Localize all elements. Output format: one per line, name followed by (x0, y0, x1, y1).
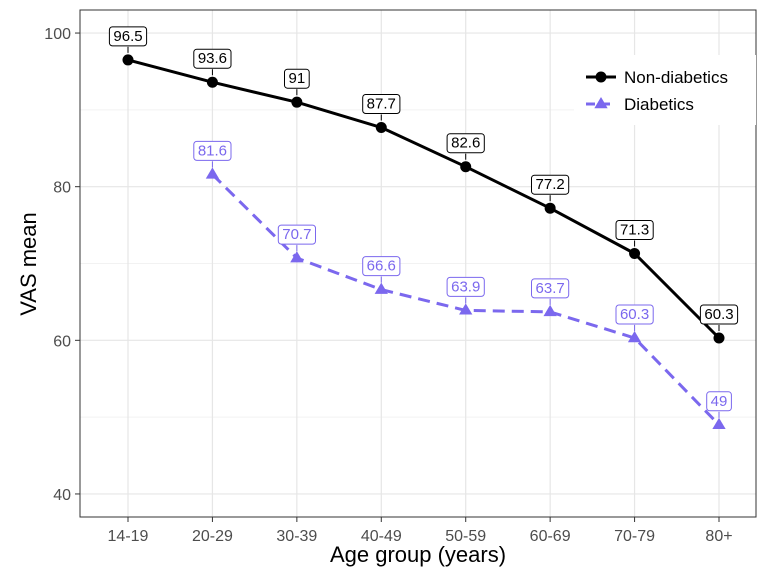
data-label-text: 82.6 (451, 135, 480, 152)
y-tick-label: 40 (53, 487, 71, 504)
data-label-text: 63.7 (536, 280, 565, 297)
x-tick-label: 50-59 (445, 528, 486, 545)
data-label-non-diabetics: 96.5 (108, 26, 148, 53)
marker-non-diabetics (206, 76, 218, 88)
data-label-box (108, 26, 148, 47)
data-label-box (277, 224, 316, 245)
legend-label-non-diabetics: Non-diabetics (624, 68, 728, 87)
data-label-text: 87.7 (367, 96, 396, 113)
marker-diabetics (374, 282, 388, 294)
marker-diabetics (543, 304, 557, 317)
data-label-text: 91 (289, 70, 306, 87)
data-label-text: 63.9 (451, 278, 480, 295)
data-label-box (193, 48, 232, 69)
axes: 40 60 80 100 14-19 20-29 30-39 40-49 50-59 60-69 7… (44, 26, 732, 545)
data-label-non-diabetics: 71.3 (615, 220, 654, 247)
x-tick-label: 70-79 (614, 528, 655, 545)
data-label-box (531, 278, 570, 299)
legend: Non-diabetics Diabetics (574, 55, 756, 125)
data-label-text: 77.2 (536, 176, 565, 193)
marker-diabetics (627, 331, 642, 343)
data-label-diabetics: 63.7 (531, 278, 570, 305)
x-tick-label: 14-19 (108, 528, 149, 545)
data-label-text: 66.6 (367, 258, 396, 275)
data-label-box (446, 276, 485, 297)
legend-marker-diabetics (594, 97, 608, 109)
y-tick-label: 60 (53, 333, 71, 350)
data-label-diabetics: 81.6 (193, 140, 232, 168)
data-label-box (284, 68, 310, 89)
data-label-diabetics: 60.3 (615, 304, 654, 332)
data-label-text: 71.3 (620, 222, 649, 239)
x-tick-label: 30-39 (276, 528, 317, 545)
marker-diabetics (712, 417, 726, 430)
data-label-box (615, 304, 654, 325)
marker-non-diabetics (629, 248, 641, 260)
data-label-text: 60.3 (704, 306, 733, 323)
data-label-box (446, 133, 485, 154)
series-line-non-diabetics (127, 58, 721, 340)
legend-item-diabetics: Diabetics (586, 95, 694, 114)
marker-non-diabetics (460, 161, 472, 173)
data-label-diabetics: 63.9 (446, 276, 485, 304)
data-label-diabetics: 49 (706, 391, 732, 418)
data-label-text: 96.5 (113, 28, 142, 45)
x-tick-label: 40-49 (361, 528, 402, 545)
data-label-non-diabetics: 82.6 (446, 133, 485, 160)
data-label-non-diabetics: 87.7 (362, 94, 401, 121)
data-label-text: 93.6 (198, 50, 227, 67)
data-label-text: 60.3 (620, 306, 649, 323)
data-label-non-diabetics: 60.3 (699, 304, 739, 332)
x-tick-label: 80+ (705, 528, 732, 545)
y-tick-label: 80 (53, 180, 71, 197)
x-tick-label: 20-29 (192, 528, 233, 545)
y-axis-title: VAS mean (16, 212, 41, 316)
data-label-text: 70.7 (282, 226, 311, 243)
data-label-non-diabetics: 91 (284, 68, 310, 96)
marker-diabetics (459, 303, 473, 315)
data-label-box (362, 94, 401, 114)
series-layer (122, 54, 726, 430)
data-label-text: 49 (711, 393, 728, 410)
x-tick-label: 60-69 (530, 528, 571, 545)
x-axis-title: Age group (years) (330, 542, 506, 567)
data-label-box (706, 391, 732, 412)
data-labels-layer: 96.5 93.6 91 87.7 82.6 77.2 71.3 60.3 81.6 70.7 66… (108, 26, 739, 418)
legend-label-diabetics: Diabetics (624, 95, 694, 114)
legend-marker-non-diabetics (595, 71, 607, 83)
y-tick-label: 100 (44, 26, 71, 43)
marker-non-diabetics (291, 96, 303, 108)
marker-non-diabetics (544, 202, 556, 214)
data-label-box (615, 220, 654, 240)
legend-background (574, 55, 756, 125)
data-label-non-diabetics: 77.2 (531, 174, 570, 202)
plot-border (79, 9, 757, 518)
legend-item-non-diabetics: Non-diabetics (586, 68, 728, 87)
marker-non-diabetics (713, 332, 725, 344)
marker-diabetics (205, 167, 220, 179)
data-label-diabetics: 70.7 (277, 224, 316, 252)
data-label-box (699, 304, 739, 325)
data-label-text: 81.6 (198, 142, 227, 159)
marker-diabetics (290, 251, 304, 263)
marker-non-diabetics (122, 54, 134, 66)
data-label-box (362, 256, 401, 277)
data-label-box (193, 140, 232, 161)
data-label-non-diabetics: 93.6 (193, 48, 232, 76)
data-label-diabetics: 66.6 (362, 256, 401, 283)
data-label-box (531, 174, 570, 195)
marker-non-diabetics (375, 122, 387, 134)
